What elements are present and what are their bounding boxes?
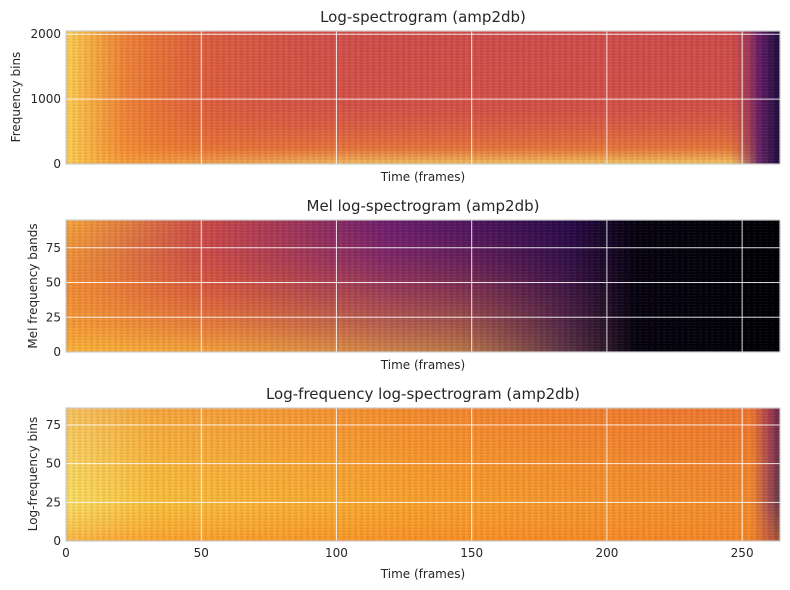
panel3-grid xyxy=(66,408,780,541)
panel1-ylabel: Frequency bins xyxy=(9,52,23,143)
panel1-grid xyxy=(66,31,780,164)
panel1-y-ticks: 0 1000 2000 xyxy=(30,27,61,171)
panel2-ylabel: Mel frequency bands xyxy=(26,223,40,348)
x-tick-label: 200 xyxy=(595,546,618,560)
y-tick-label: 75 xyxy=(46,418,61,432)
y-tick-label: 75 xyxy=(46,241,61,255)
panel-log-spectrogram: Log-spectrogram (amp2db) 0 1000 2000 Time … xyxy=(9,8,781,184)
panel3-y-ticks: 0 25 50 75 xyxy=(46,418,61,548)
y-tick-label: 0 xyxy=(53,345,61,359)
panel2-title: Mel log-spectrogram (amp2db) xyxy=(307,197,540,215)
panel2-heatmap xyxy=(66,220,780,352)
x-tick-label: 250 xyxy=(731,546,754,560)
panel1-title: Log-spectrogram (amp2db) xyxy=(320,8,526,26)
panel-mel-spectrogram: Mel log-spectrogram (amp2db) 0 25 50 75 Tim… xyxy=(26,197,781,372)
y-tick-label: 2000 xyxy=(30,27,61,41)
y-tick-label: 25 xyxy=(46,495,61,509)
y-tick-label: 25 xyxy=(46,310,61,324)
panel3-x-ticks: 0 50 100 150 200 250 xyxy=(62,546,753,560)
panel2-xlabel: Time (frames) xyxy=(380,358,465,372)
panel1-xlabel: Time (frames) xyxy=(380,170,465,184)
y-tick-label: 0 xyxy=(53,157,61,171)
y-tick-label: 50 xyxy=(46,276,61,290)
x-tick-label: 100 xyxy=(325,546,348,560)
x-tick-label: 50 xyxy=(194,546,209,560)
panel3-heatmap xyxy=(66,408,780,541)
y-tick-label: 0 xyxy=(53,534,61,548)
panel3-frame xyxy=(65,407,781,542)
y-tick-label: 50 xyxy=(46,457,61,471)
panel2-grid xyxy=(66,220,780,352)
panel3-title: Log-frequency log-spectrogram (amp2db) xyxy=(266,385,580,403)
panel3-xlabel: Time (frames) xyxy=(380,567,465,581)
panel-log-frequency-spectrogram: Log-frequency log-spectrogram (amp2db) 0… xyxy=(26,385,781,581)
y-tick-label: 1000 xyxy=(30,92,61,106)
panel2-frame xyxy=(65,219,781,353)
x-tick-label: 0 xyxy=(62,546,70,560)
x-tick-label: 150 xyxy=(460,546,483,560)
panel3-ylabel: Log-frequency bins xyxy=(26,417,40,532)
panel1-heatmap xyxy=(66,31,780,164)
panel2-y-ticks: 0 25 50 75 xyxy=(46,241,61,359)
panel1-frame xyxy=(65,30,781,165)
